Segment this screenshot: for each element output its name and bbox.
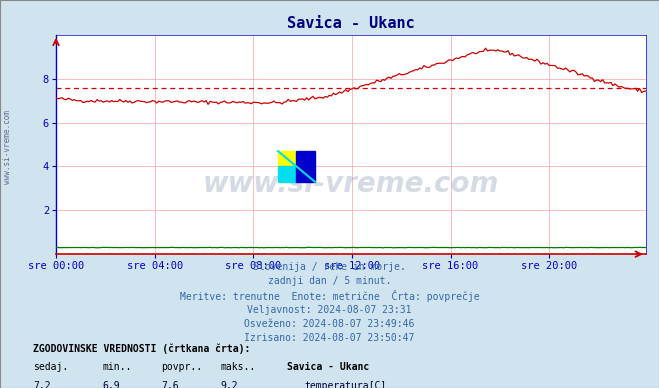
Text: www.si-vreme.com: www.si-vreme.com [203, 170, 499, 198]
Title: Savica - Ukanc: Savica - Ukanc [287, 16, 415, 31]
Bar [297, 151, 315, 182]
Text: 9,2: 9,2 [221, 381, 239, 388]
Text: 7,6: 7,6 [161, 381, 179, 388]
Text: sedaj.: sedaj. [33, 362, 68, 372]
Text: ZGODOVINSKE VREDNOSTI (črtkana črta):: ZGODOVINSKE VREDNOSTI (črtkana črta): [33, 343, 250, 354]
Text: 6,9: 6,9 [102, 381, 120, 388]
Text: Izrisano: 2024-08-07 23:50:47: Izrisano: 2024-08-07 23:50:47 [244, 333, 415, 343]
Bar [278, 151, 297, 166]
Text: www.si-vreme.com: www.si-vreme.com [3, 111, 13, 184]
Text: min..: min.. [102, 362, 132, 372]
Text: maks..: maks.. [221, 362, 256, 372]
Text: zadnji dan / 5 minut.: zadnji dan / 5 minut. [268, 276, 391, 286]
Text: Savica - Ukanc: Savica - Ukanc [287, 362, 369, 372]
Text: temperatura[C]: temperatura[C] [304, 381, 387, 388]
Text: Meritve: trenutne  Enote: metrične  Črta: povprečje: Meritve: trenutne Enote: metrične Črta: … [180, 290, 479, 302]
Text: Slovenija / reke in morje.: Slovenija / reke in morje. [253, 262, 406, 272]
Text: Veljavnost: 2024-08-07 23:31: Veljavnost: 2024-08-07 23:31 [247, 305, 412, 315]
Text: 7,2: 7,2 [33, 381, 51, 388]
Text: povpr..: povpr.. [161, 362, 202, 372]
Text: Osveženo: 2024-08-07 23:49:46: Osveženo: 2024-08-07 23:49:46 [244, 319, 415, 329]
Bar [278, 166, 297, 182]
